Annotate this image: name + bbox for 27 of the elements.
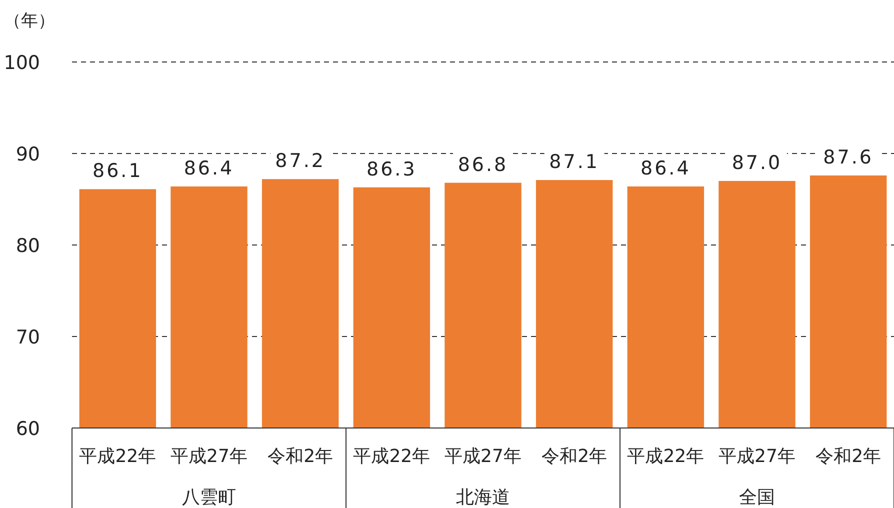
text: 北海道	[456, 487, 510, 508]
text: 全国	[739, 487, 775, 508]
data-label: 86.1	[92, 160, 143, 182]
data-label: 87.2	[275, 150, 326, 172]
x-tick-label: 平成27年	[718, 446, 796, 467]
y-tick-label: 100	[4, 52, 40, 74]
x-tick-label: 令和2年	[816, 446, 882, 467]
y-axis-title: （年）	[4, 11, 55, 31]
x-tick-label: 令和2年	[268, 446, 334, 467]
x-tick-label: 平成22年	[353, 446, 430, 467]
x-tick-label: 平成27年	[170, 446, 248, 467]
y-tick-label: 70	[16, 326, 40, 348]
x-tick-label: 平成22年	[627, 446, 704, 467]
y-tick-label: 90	[16, 144, 40, 166]
x-tick-label: 令和2年	[542, 446, 608, 467]
y-tick-label: 60	[16, 418, 40, 440]
data-label: 87.6	[823, 146, 874, 168]
y-tick-label: 80	[16, 235, 40, 257]
text: 八雲町	[182, 487, 236, 508]
data-label: 87.0	[732, 152, 782, 174]
data-label: 86.8	[458, 154, 508, 176]
data-label: 86.3	[366, 158, 417, 180]
data-label: 87.1	[549, 151, 600, 174]
data-label: 86.4	[640, 157, 691, 180]
data-label: 86.4	[184, 157, 234, 180]
x-tick-label: 平成27年	[444, 446, 522, 467]
x-tick-label: 平成22年	[79, 446, 156, 467]
